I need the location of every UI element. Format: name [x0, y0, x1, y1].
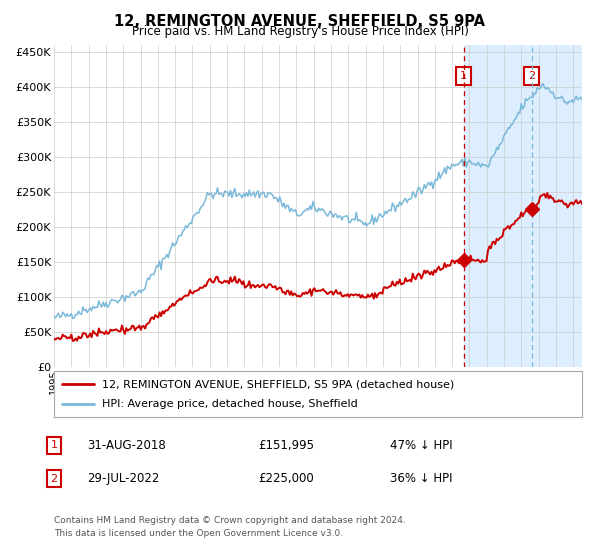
Text: 2: 2	[50, 474, 58, 484]
Text: 2: 2	[528, 71, 535, 81]
Text: 12, REMINGTON AVENUE, SHEFFIELD, S5 9PA (detached house): 12, REMINGTON AVENUE, SHEFFIELD, S5 9PA …	[101, 379, 454, 389]
Text: 36% ↓ HPI: 36% ↓ HPI	[390, 472, 452, 486]
Text: HPI: Average price, detached house, Sheffield: HPI: Average price, detached house, Shef…	[101, 399, 357, 409]
Text: 29-JUL-2022: 29-JUL-2022	[87, 472, 160, 486]
Bar	[464, 45, 582, 367]
Text: £225,000: £225,000	[258, 472, 314, 486]
Text: This data is licensed under the Open Government Licence v3.0.: This data is licensed under the Open Gov…	[54, 529, 343, 538]
Text: Price paid vs. HM Land Registry's House Price Index (HPI): Price paid vs. HM Land Registry's House …	[131, 25, 469, 38]
Text: 1: 1	[50, 440, 58, 450]
Text: 1: 1	[460, 71, 467, 81]
Text: 12, REMINGTON AVENUE, SHEFFIELD, S5 9PA: 12, REMINGTON AVENUE, SHEFFIELD, S5 9PA	[115, 14, 485, 29]
Text: 47% ↓ HPI: 47% ↓ HPI	[390, 438, 452, 452]
Text: £151,995: £151,995	[258, 438, 314, 452]
Text: Contains HM Land Registry data © Crown copyright and database right 2024.: Contains HM Land Registry data © Crown c…	[54, 516, 406, 525]
Text: 31-AUG-2018: 31-AUG-2018	[87, 438, 166, 452]
